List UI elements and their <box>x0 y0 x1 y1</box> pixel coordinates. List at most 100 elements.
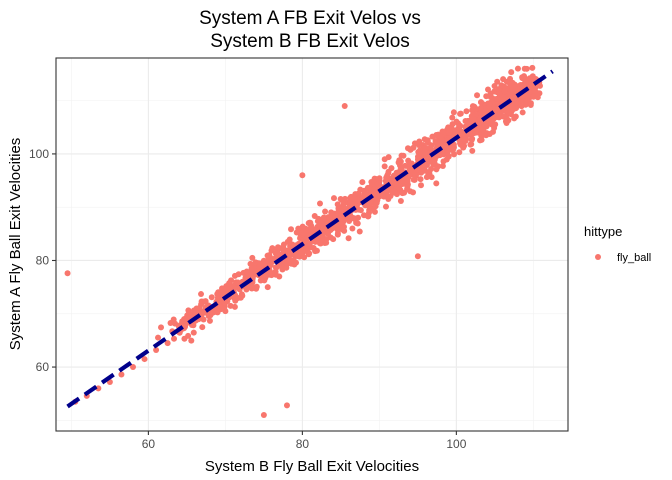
data-point <box>260 412 267 419</box>
data-point <box>469 147 476 154</box>
data-point <box>349 225 356 232</box>
data-point <box>335 208 342 215</box>
data-point <box>306 250 313 257</box>
data-point <box>456 149 463 156</box>
data-point <box>141 356 148 363</box>
data-point <box>410 144 417 151</box>
data-point <box>355 214 362 221</box>
data-point <box>431 161 438 168</box>
data-point <box>64 270 71 277</box>
data-point <box>285 258 292 265</box>
data-point <box>519 109 526 116</box>
data-point <box>322 208 329 215</box>
data-point <box>340 201 347 208</box>
data-point <box>381 156 388 163</box>
data-point <box>371 186 378 193</box>
data-point <box>501 88 508 95</box>
data-point <box>129 364 136 371</box>
data-point <box>453 118 460 125</box>
data-point <box>511 115 518 122</box>
data-point <box>468 136 475 143</box>
data-point <box>298 249 305 256</box>
legend-title: hittype <box>584 224 622 239</box>
data-point <box>268 257 275 264</box>
data-point <box>443 143 450 150</box>
data-point <box>477 104 484 111</box>
x-tick-label: 80 <box>296 437 310 451</box>
data-point <box>185 332 192 339</box>
chart-title-line2: System B FB Exit Velos <box>210 31 410 52</box>
data-point <box>293 229 300 236</box>
data-point <box>494 95 501 102</box>
data-point <box>231 272 238 279</box>
data-point <box>232 297 239 304</box>
data-point <box>118 371 125 378</box>
data-point <box>503 78 510 85</box>
data-point <box>393 191 400 198</box>
data-point <box>366 207 373 214</box>
data-point <box>318 220 325 227</box>
data-point <box>505 109 512 116</box>
data-point <box>340 226 347 233</box>
data-point <box>360 193 367 200</box>
x-tick-label: 100 <box>446 437 466 451</box>
data-point <box>477 125 484 132</box>
data-point <box>257 277 264 284</box>
data-point <box>483 93 490 100</box>
data-point <box>418 182 425 189</box>
data-point <box>334 226 341 233</box>
data-point <box>432 137 439 144</box>
data-point <box>196 304 203 311</box>
data-point <box>253 283 260 290</box>
data-point <box>368 178 375 185</box>
data-point <box>521 73 528 80</box>
data-point <box>248 282 255 289</box>
data-point <box>200 316 207 323</box>
data-point <box>190 307 197 314</box>
data-point <box>433 166 440 173</box>
data-point <box>351 195 358 202</box>
data-point <box>334 201 341 208</box>
data-point <box>243 268 250 275</box>
data-point <box>328 209 335 216</box>
data-point <box>280 241 287 248</box>
data-point <box>290 257 297 264</box>
data-point <box>227 302 234 309</box>
data-point <box>514 65 521 72</box>
data-point <box>342 195 349 202</box>
data-point <box>501 94 508 101</box>
data-point <box>275 251 282 258</box>
data-point <box>264 284 271 291</box>
data-point <box>433 180 440 187</box>
data-point <box>323 239 330 246</box>
y-axis-ticks: 60 80 100 <box>29 147 56 374</box>
data-point <box>381 163 388 170</box>
data-point <box>221 299 228 306</box>
data-point <box>417 176 424 183</box>
data-point <box>283 264 290 271</box>
data-point <box>457 141 464 148</box>
data-point <box>373 199 380 206</box>
data-point <box>269 271 276 278</box>
data-point <box>508 69 515 76</box>
data-point <box>414 166 421 173</box>
data-point <box>424 137 431 144</box>
data-point <box>273 264 280 271</box>
trend-line <box>66 69 554 409</box>
data-point <box>206 317 213 324</box>
data-point <box>346 218 353 225</box>
data-point <box>200 298 207 305</box>
data-point <box>155 334 162 341</box>
data-point <box>450 109 457 116</box>
data-point <box>390 172 397 179</box>
data-point <box>366 200 373 207</box>
data-point <box>226 280 233 287</box>
data-point <box>462 118 469 125</box>
x-tick-label: 60 <box>142 437 156 451</box>
data-point <box>457 122 464 129</box>
data-point <box>458 130 465 137</box>
data-point <box>384 192 391 199</box>
data-point <box>361 187 368 194</box>
data-point <box>208 294 215 301</box>
